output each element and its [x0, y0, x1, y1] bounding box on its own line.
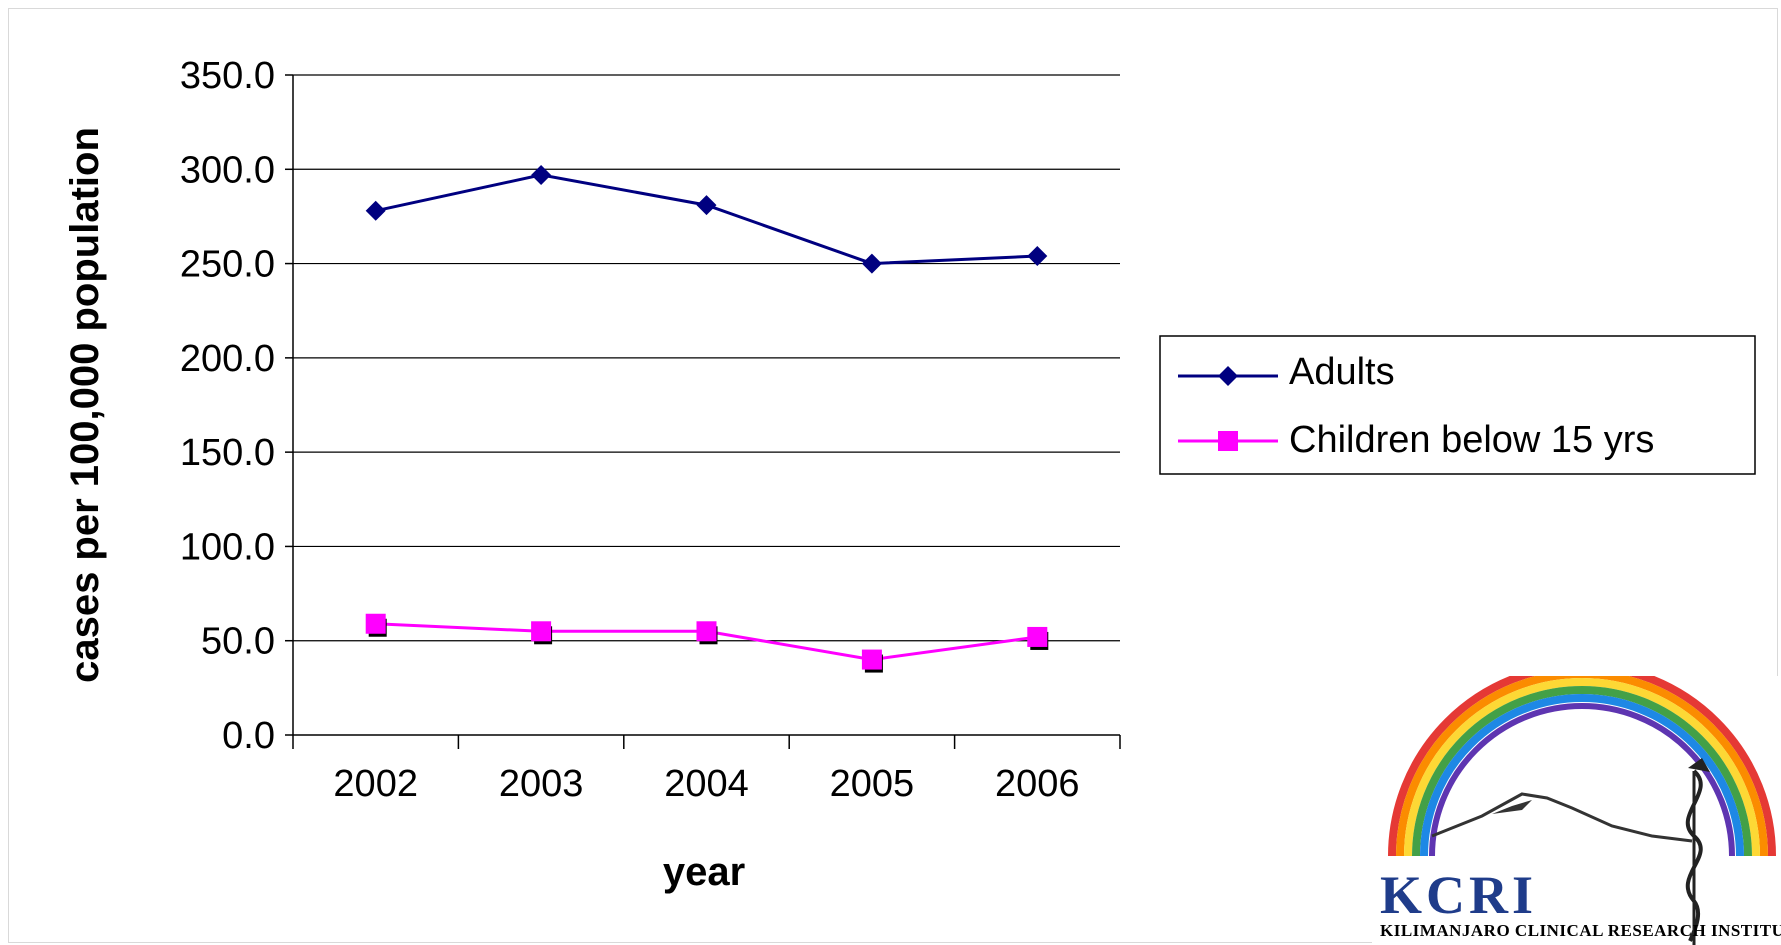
y-axis-title: cases per 100,000 population	[63, 127, 107, 683]
y-tick-labels: 0.0 50.0 100.0 150.0 200.0 250.0 300.0 350.0	[180, 55, 275, 757]
kcri-logo: KCRI KILIMANJARO CLINICAL RESEARCH INSTI…	[1372, 676, 1781, 945]
y-tick-label: 200.0	[180, 338, 275, 380]
data-point-adults	[531, 164, 552, 185]
x-tick-label: 2006	[995, 763, 1080, 805]
data-point-children-below-15-yrs	[365, 613, 386, 634]
data-point-children-below-15-yrs	[696, 621, 717, 642]
y-tick-label: 150.0	[180, 432, 275, 474]
logo-graphic	[1388, 676, 1776, 945]
y-tick-label: 50.0	[201, 621, 275, 663]
data-point-adults	[861, 253, 882, 274]
y-tick-label: 250.0	[180, 244, 275, 286]
x-tick-label: 2003	[499, 763, 584, 805]
legend-children-label: Children below 15 yrs	[1289, 419, 1654, 461]
x-axis-title: year	[663, 850, 745, 894]
legend: Adults Children below 15 yrs	[1159, 335, 1756, 475]
x-tick-label: 2002	[333, 763, 418, 805]
x-tick-label: 2005	[830, 763, 915, 805]
x-tick-label: 2004	[664, 763, 749, 805]
y-tick-label: 300.0	[180, 149, 275, 191]
legend-box	[1159, 335, 1756, 475]
logo-subtitle: KILIMANJARO CLINICAL RESEARCH INSTITUTE	[1380, 921, 1781, 940]
data-point-adults	[696, 195, 717, 216]
legend-children-marker	[1218, 431, 1238, 451]
slide-frame	[8, 8, 1778, 943]
series-layer	[365, 164, 1049, 673]
series-line-adults	[375, 173, 1038, 266]
gridlines	[293, 74, 1120, 642]
data-point-children-below-15-yrs	[861, 649, 882, 670]
data-point-adults	[1027, 246, 1048, 267]
logo-name: KCRI	[1380, 865, 1538, 925]
y-tick-label: 100.0	[180, 526, 275, 568]
data-point-children-below-15-yrs	[531, 621, 552, 642]
x-tick-labels: 2002 2003 2004 2005 2006	[333, 763, 1079, 805]
legend-adults-label: Adults	[1289, 351, 1395, 393]
data-point-children-below-15-yrs	[1027, 626, 1048, 647]
legend-adults-marker	[1218, 366, 1238, 386]
data-point-adults	[365, 200, 386, 221]
axes	[285, 74, 1121, 749]
y-tick-label: 350.0	[180, 55, 275, 97]
y-tick-label: 0.0	[222, 715, 275, 757]
